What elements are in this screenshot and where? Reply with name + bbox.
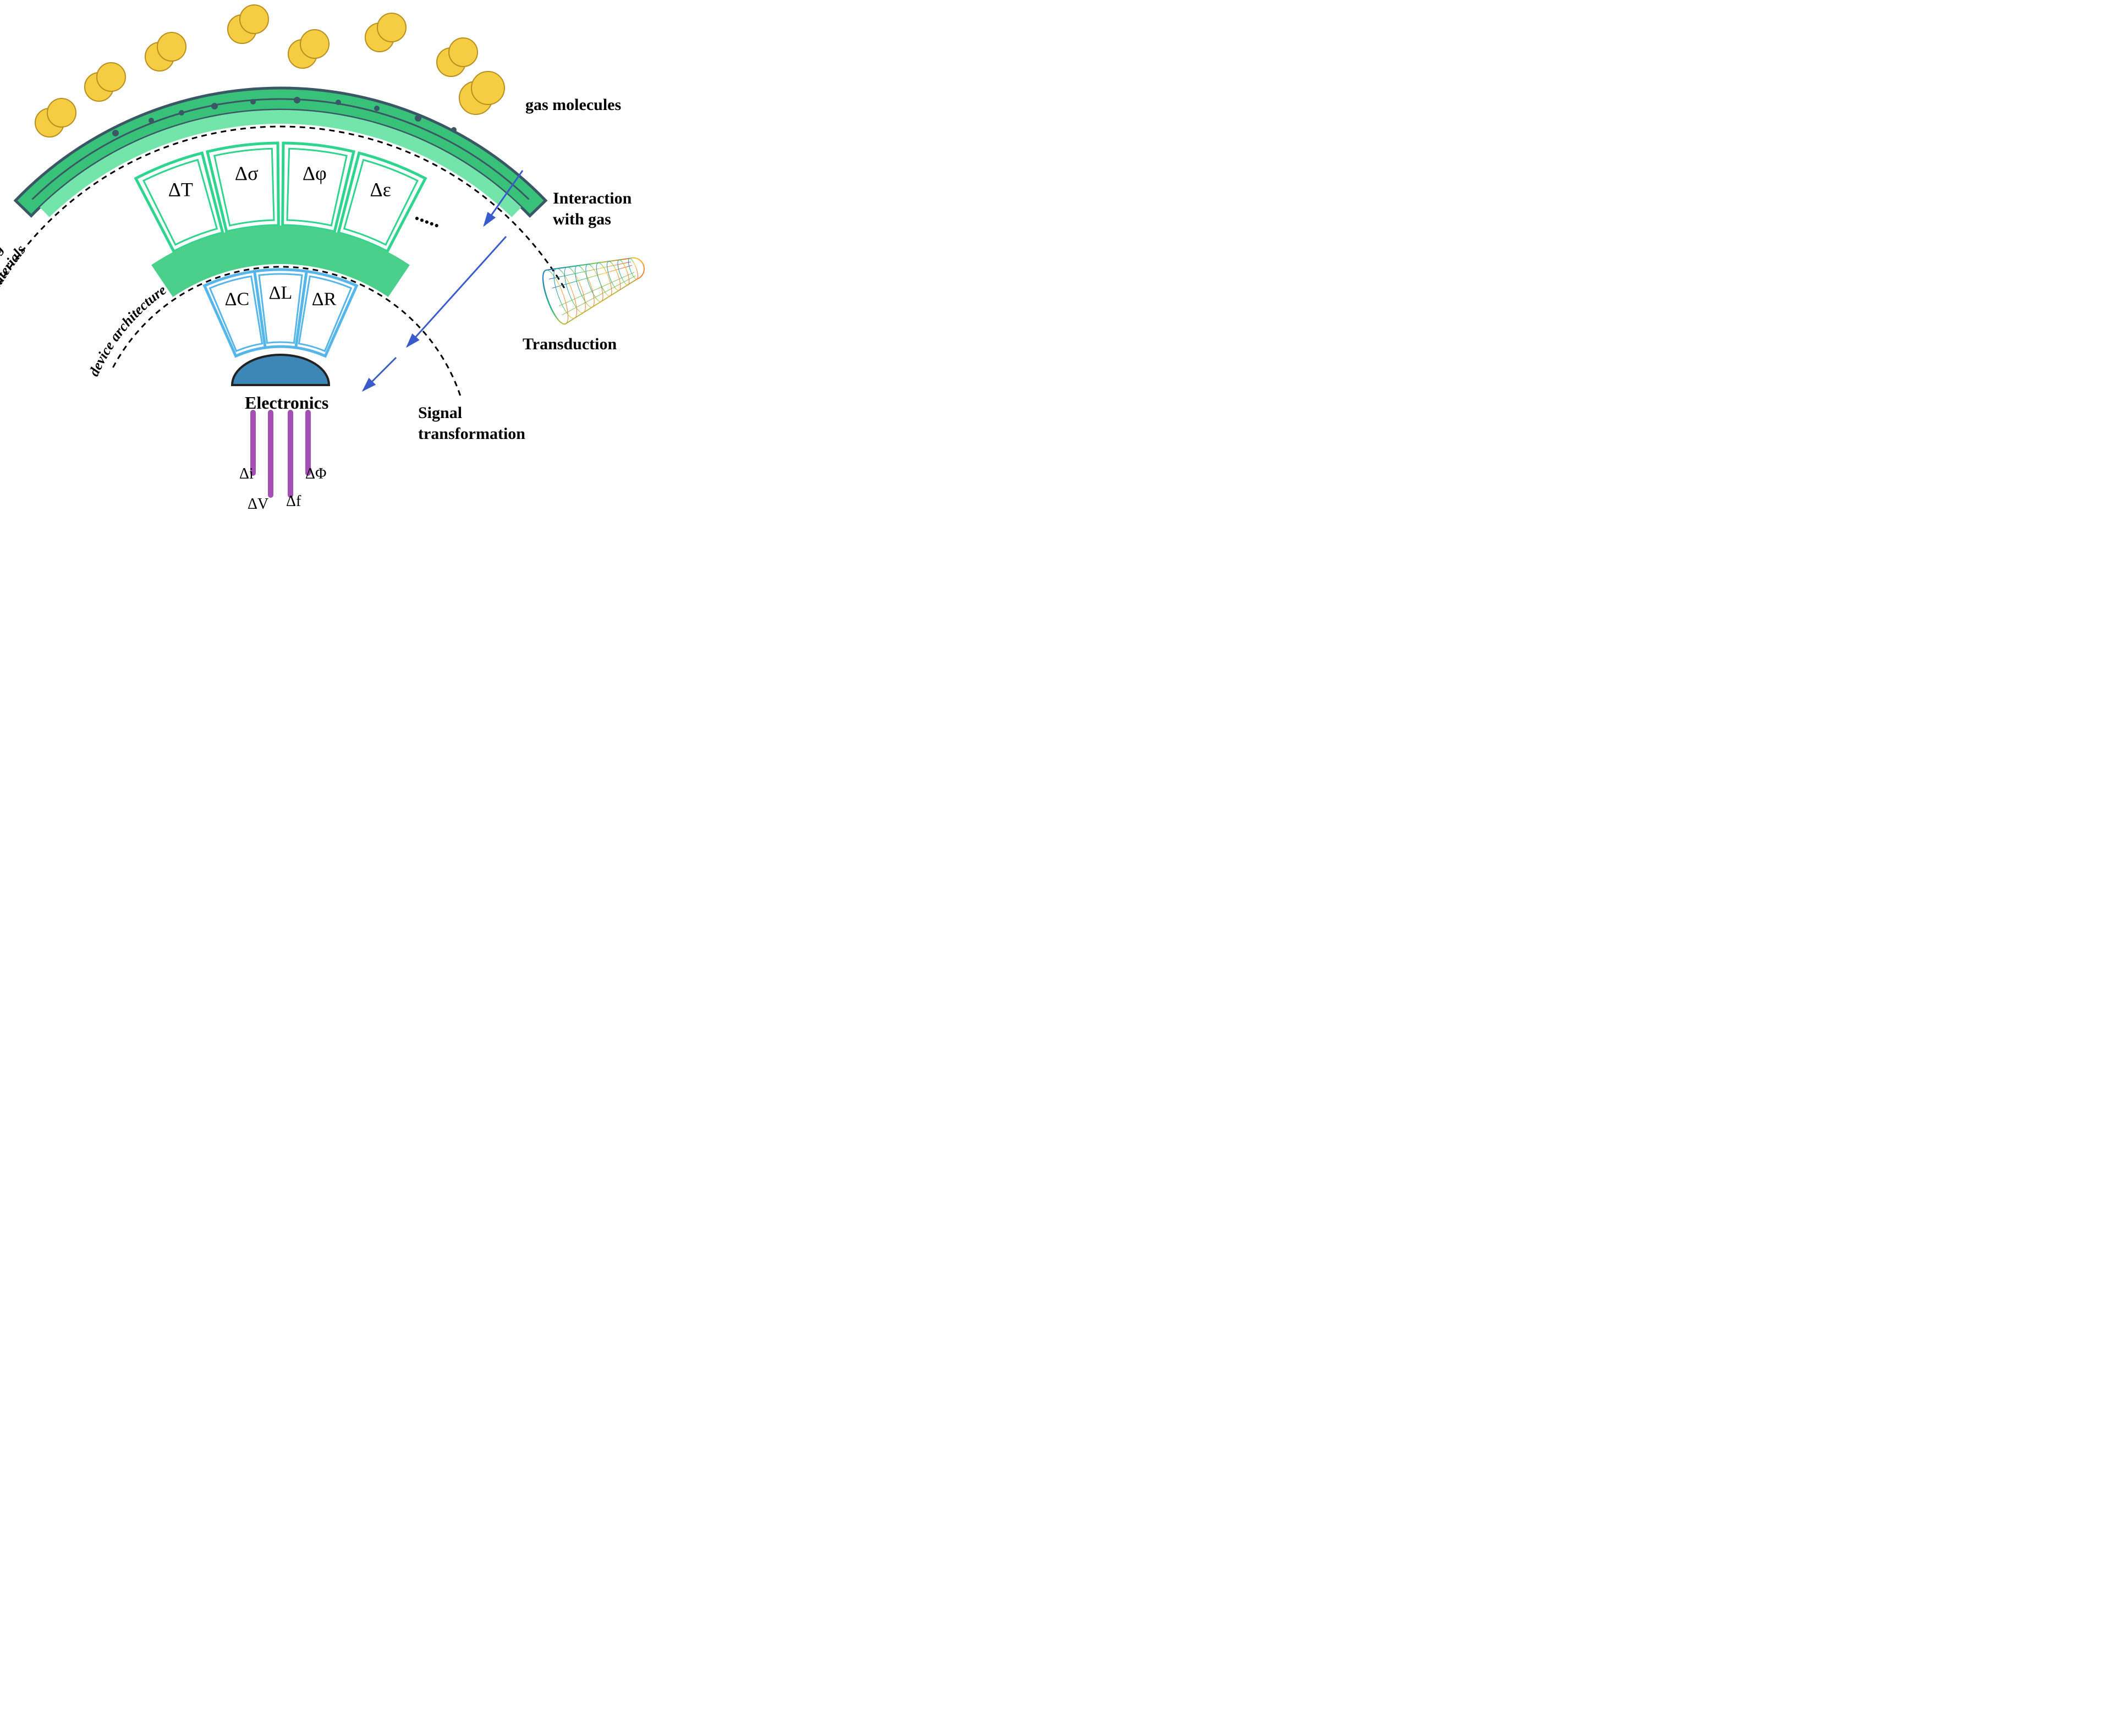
output-label: Δi <box>239 465 254 482</box>
material-property-label: Δσ <box>235 162 259 184</box>
material-property-label: Δφ <box>303 162 327 184</box>
sensing-dot-9 <box>451 127 457 133</box>
gas-molecules-label: gas molecules <box>525 96 621 114</box>
nanotube-icon <box>538 238 654 327</box>
interaction-label-1: Interaction <box>553 189 632 207</box>
sensing-dot-5 <box>294 97 300 103</box>
flow-arrow-1 <box>407 237 506 347</box>
device-param-label: ΔL <box>269 283 293 303</box>
sensing-dot-2 <box>179 110 184 116</box>
sensing-dot-3 <box>211 103 218 109</box>
electronics-label: Electronics <box>245 393 328 413</box>
flow-arrow-2 <box>363 358 396 391</box>
signal-label-1: Signal <box>418 404 462 422</box>
gas-molecule-4 <box>288 30 329 68</box>
electronics-cap <box>232 355 329 385</box>
gas-molecule-7 <box>459 72 504 114</box>
gas-molecule-0 <box>35 98 76 137</box>
output-label: Δf <box>286 493 301 510</box>
material-property-label: ΔT <box>168 179 193 201</box>
gas-molecule-3 <box>228 5 268 43</box>
sensing-dot-0 <box>112 130 119 136</box>
sensing-dot-7 <box>374 106 380 111</box>
interaction-label-2: with gas <box>553 210 611 228</box>
sensing-dot-1 <box>149 118 154 123</box>
gas-sensor-diagram: ΔT Δσ Δφ Δε..... ΔC ΔL ΔR Δi ΔV ΔfΔΦ gas molecules… <box>0 0 660 543</box>
signal-label-2: transformation <box>418 425 525 443</box>
material-property-label: Δε <box>370 179 391 201</box>
sensing-dot-8 <box>415 115 421 122</box>
output-label: ΔV <box>248 496 268 513</box>
device-architecture-label: device architecture <box>86 282 169 378</box>
sensing-dot-6 <box>336 100 341 105</box>
gas-molecule-1 <box>85 63 125 101</box>
material-property-ellipsis: ..... <box>413 202 445 233</box>
transduction-label: Transduction <box>523 335 617 353</box>
device-param-label: ΔR <box>312 289 337 309</box>
gas-molecule-2 <box>145 32 186 71</box>
gas-molecule-5 <box>365 13 406 52</box>
output-label: ΔΦ <box>305 465 326 482</box>
gas-molecule-6 <box>437 38 477 76</box>
sensing-dot-4 <box>250 99 256 105</box>
device-param-label: ΔC <box>225 289 250 309</box>
device-param-box-2: ΔR <box>296 271 356 356</box>
